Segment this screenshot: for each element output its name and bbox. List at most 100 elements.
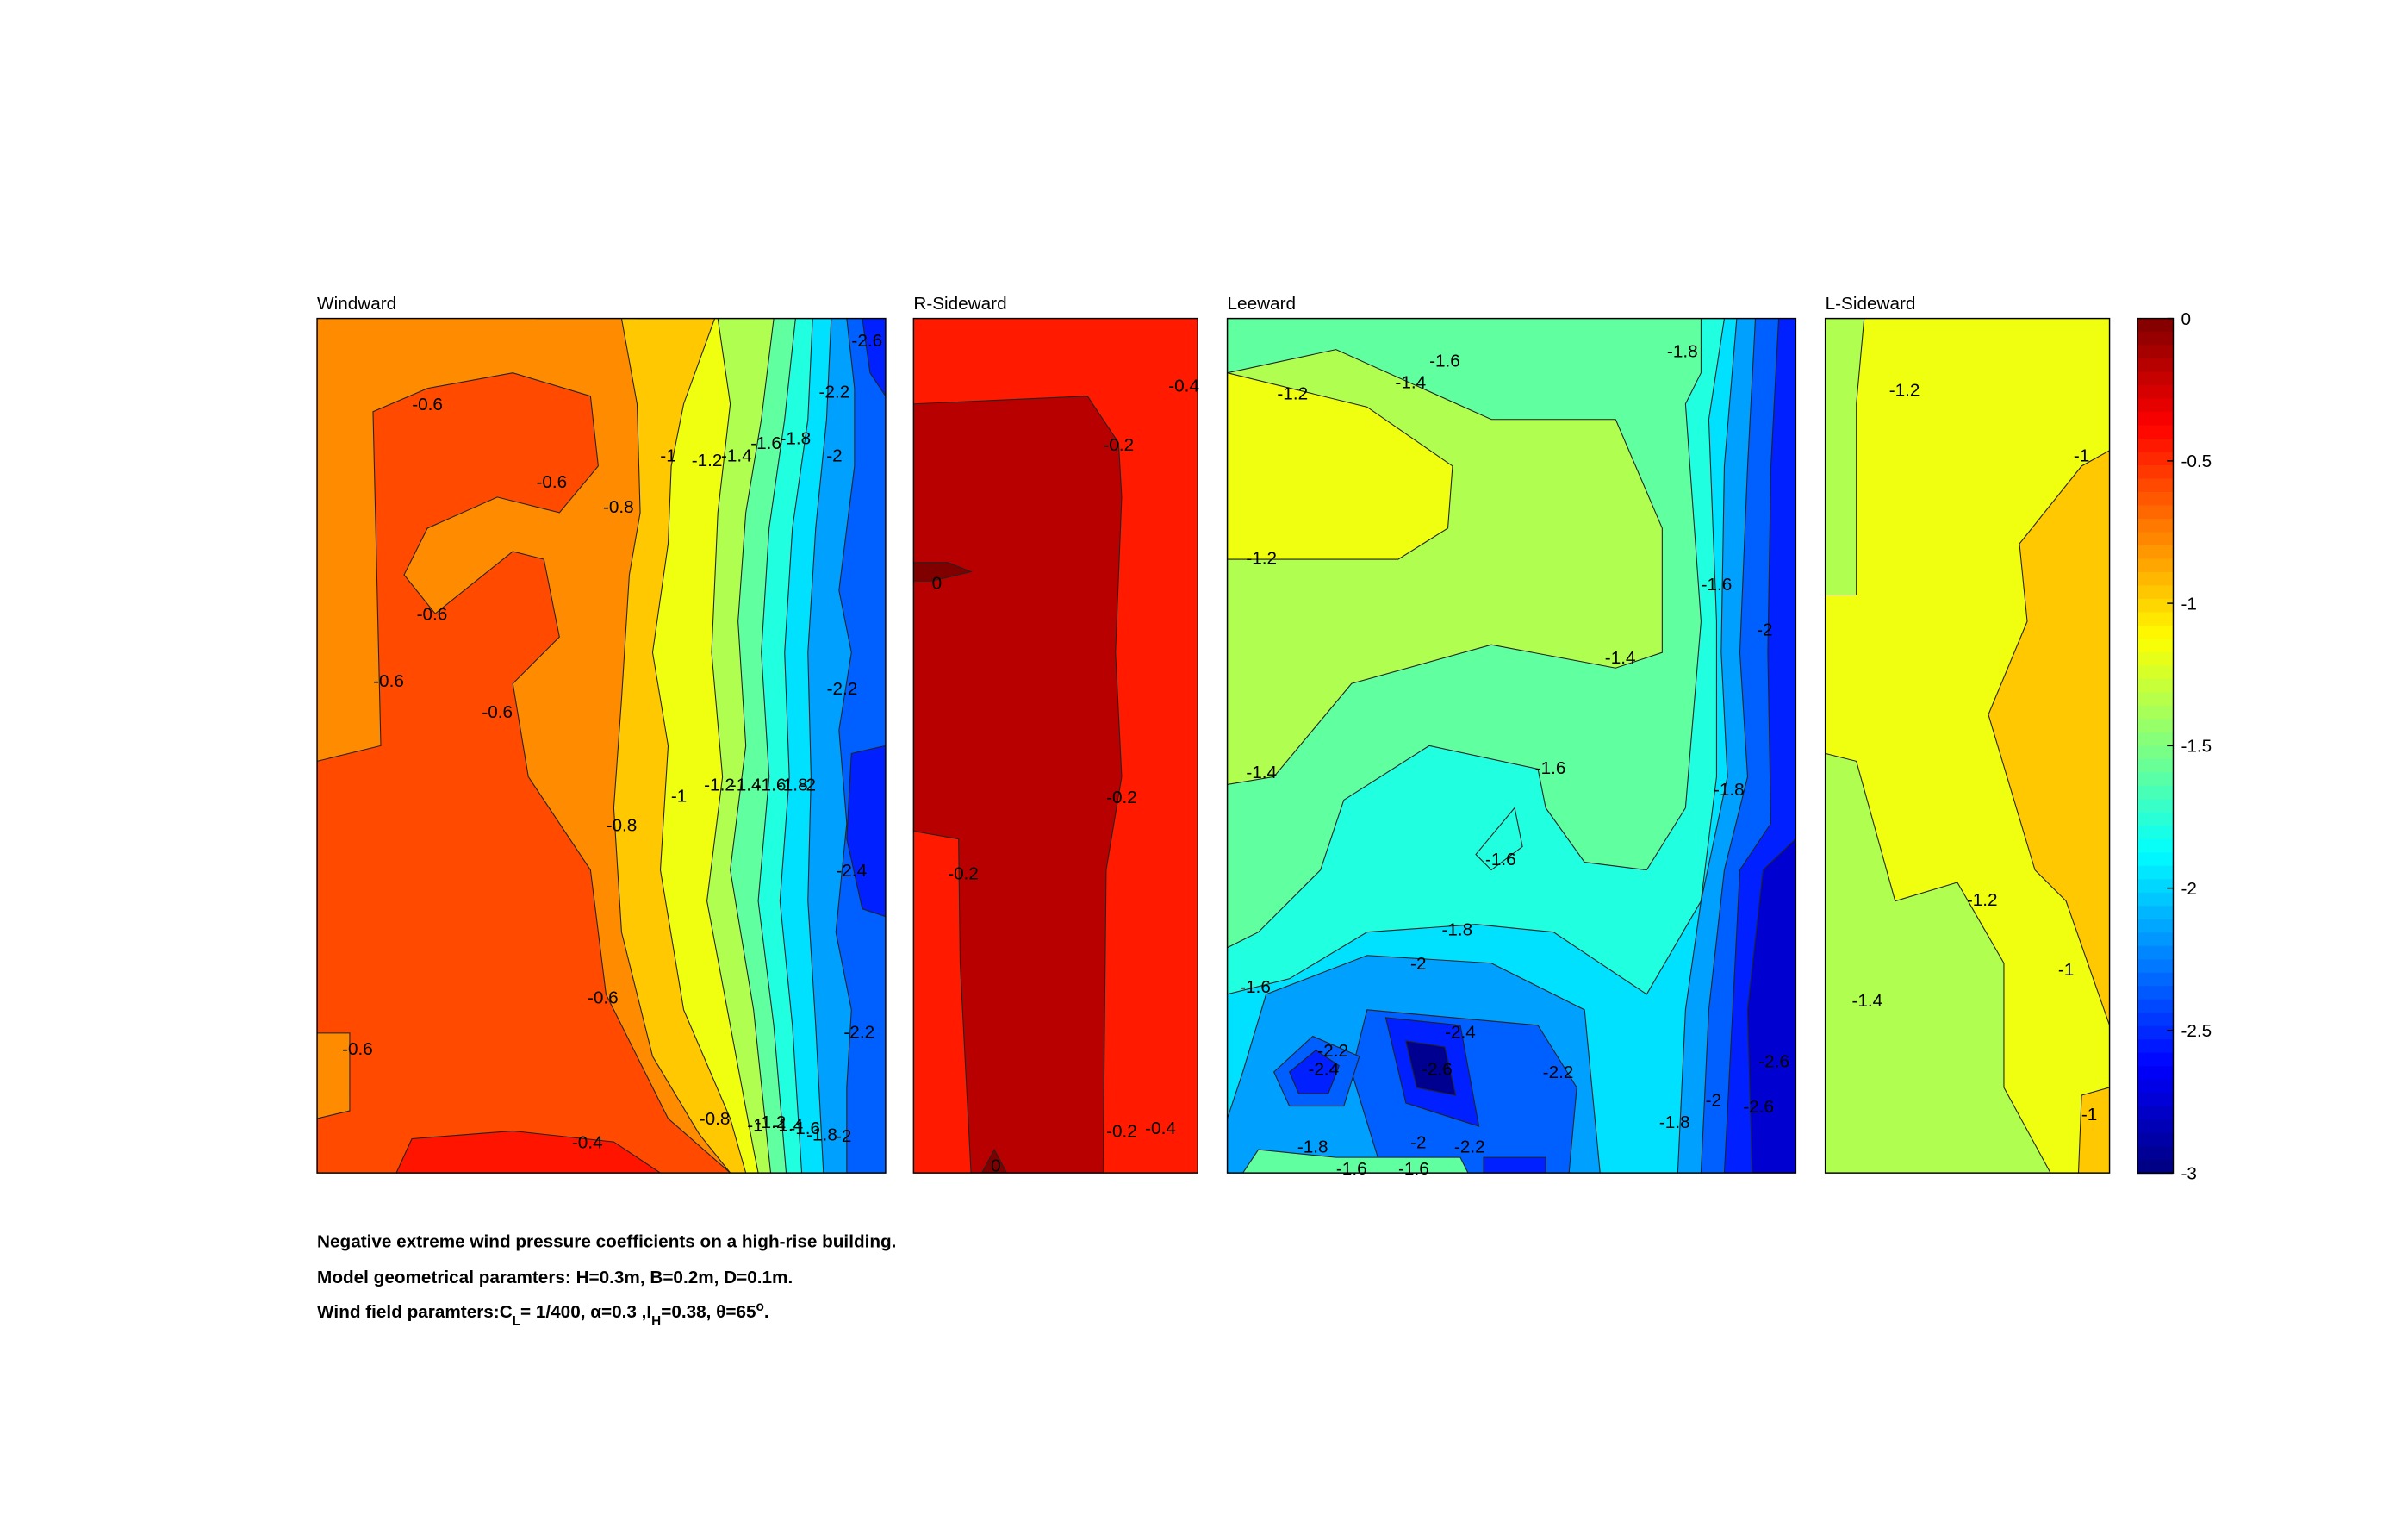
contour-label: -2.4 [1308, 1060, 1339, 1080]
caption-line: Model geometrical paramters: H=0.3m, B=0… [317, 1268, 793, 1287]
colorbar-swatch [2137, 919, 2174, 934]
contour-label: -0.4 [572, 1132, 603, 1152]
contour-fill [317, 318, 886, 1174]
contour-label: -2.4 [1445, 1022, 1476, 1042]
contour-label: -0.2 [948, 863, 979, 883]
contour-label: -2.4 [836, 861, 867, 881]
panel-frame [912, 317, 1199, 1174]
panel-title: Windward [317, 294, 396, 314]
contour-label: -1.4 [731, 776, 762, 795]
contour-label: -1 [2074, 446, 2089, 465]
colorbar-swatch [2137, 585, 2174, 601]
colorbar-swatch [2137, 745, 2174, 760]
contour-label: -1.6 [1240, 977, 1271, 997]
contour-label: -1 [747, 1115, 762, 1135]
contour-label: -2.6 [1422, 1060, 1453, 1080]
colorbar-tick-label: -2 [2181, 879, 2196, 899]
colorbar-swatch [2137, 558, 2174, 574]
colorbar-swatch [2137, 571, 2174, 587]
colorbar-swatch [2137, 812, 2174, 827]
contour-label: -2.6 [1758, 1052, 1789, 1072]
colorbar-swatch [2137, 345, 2174, 360]
colorbar-swatch [2137, 678, 2174, 694]
contour-label: -1.4 [1395, 373, 1426, 393]
colorbar-swatch [2137, 439, 2174, 453]
contour-label: -0.6 [373, 671, 404, 691]
colorbar-swatch [2137, 959, 2174, 974]
contour-label: -0.6 [482, 702, 513, 722]
contour-label: -0.8 [700, 1109, 731, 1129]
colorbar-swatch [2137, 932, 2174, 947]
contour-label: -1.8 [1714, 780, 1745, 800]
colorbar-swatch [2137, 799, 2174, 813]
contour-label: -1.2 [1246, 548, 1277, 568]
colorbar-swatch [2137, 1039, 2174, 1054]
contour-label: -0.6 [536, 472, 567, 492]
contour-label: -2 [1757, 620, 1772, 639]
panel-frame [1226, 317, 1797, 1174]
colorbar-swatch [2137, 892, 2174, 907]
colorbar-swatch [2137, 879, 2174, 894]
colorbar-swatch [2137, 1146, 2174, 1161]
colorbar-tick-label: -0.5 [2181, 452, 2212, 471]
colorbar-swatch [2137, 491, 2174, 507]
colorbar-swatch [2137, 1132, 2174, 1148]
contour-label: -1.2 [704, 776, 735, 795]
caption-part: Wind field paramters:C [317, 1302, 513, 1322]
colorbar-swatch [2137, 625, 2174, 640]
contour-label: -1.8 [1667, 342, 1698, 362]
colorbar-swatch [2137, 332, 2174, 346]
contour-label: -1.8 [777, 776, 808, 795]
contour-label: -1 [671, 786, 687, 806]
contour-label: -1.8 [1659, 1112, 1690, 1132]
contour-label: -1.4 [1605, 648, 1636, 668]
contour-fill [913, 318, 1198, 1174]
contour-label: -2.6 [851, 331, 882, 351]
colorbar-swatch [2137, 838, 2174, 854]
colorbar-swatch [2137, 665, 2174, 680]
contour-label: -1.2 [1967, 890, 1998, 910]
colorbar-swatch [2137, 518, 2174, 533]
contour-label: -0.2 [1103, 435, 1134, 455]
caption-part: L [513, 1313, 520, 1328]
contour-label: -2 [836, 1126, 851, 1146]
contour-label: -2.2 [1454, 1137, 1485, 1157]
contour-label: -1.2 [692, 451, 723, 470]
caption-part: o [756, 1299, 764, 1313]
contour-label: -1.6 [756, 776, 787, 795]
caption-part: =0.38, θ=65 [661, 1302, 756, 1322]
caption-part: . [764, 1302, 769, 1322]
colorbar-swatch [2137, 865, 2174, 881]
colorbar-swatch [2137, 1079, 2174, 1094]
contour-label: -1.8 [1442, 919, 1473, 939]
colorbar-swatch [2137, 318, 2174, 333]
contour-fill [1825, 318, 2110, 1174]
colorbar-swatch [2137, 705, 2174, 720]
contour-label: -0.2 [1106, 1122, 1137, 1142]
colorbar-swatch [2137, 1066, 2174, 1081]
contour-label: -0.4 [1145, 1119, 1176, 1138]
contour-label: -0.6 [342, 1039, 373, 1059]
contour-label: -1.2 [756, 1112, 787, 1132]
colorbar-swatch [2137, 1013, 2174, 1027]
contour-label: -1.4 [1851, 991, 1882, 1011]
contour-label: -1.6 [1702, 575, 1733, 595]
contour-label: -2.2 [843, 1022, 874, 1042]
colorbar-swatch [2137, 358, 2174, 373]
contour-label: -1.6 [789, 1119, 820, 1138]
contour-label: -1.8 [1297, 1137, 1328, 1157]
colorbar-swatch [2137, 986, 2174, 1000]
colorbar-swatch [2137, 999, 2174, 1014]
contour-label: -2 [800, 776, 816, 795]
colorbar-swatch [2137, 545, 2174, 560]
colorbar-swatch [2137, 612, 2174, 627]
contour-label: -2 [1410, 1132, 1426, 1152]
contour-label: -1.2 [1277, 383, 1308, 403]
colorbar-tick-label: -3 [2181, 1163, 2196, 1183]
contour-label: -1.6 [750, 433, 781, 453]
contour-label: -0.6 [412, 395, 443, 414]
contour-label: -1.8 [781, 429, 812, 449]
colorbar-swatch [2137, 906, 2174, 920]
